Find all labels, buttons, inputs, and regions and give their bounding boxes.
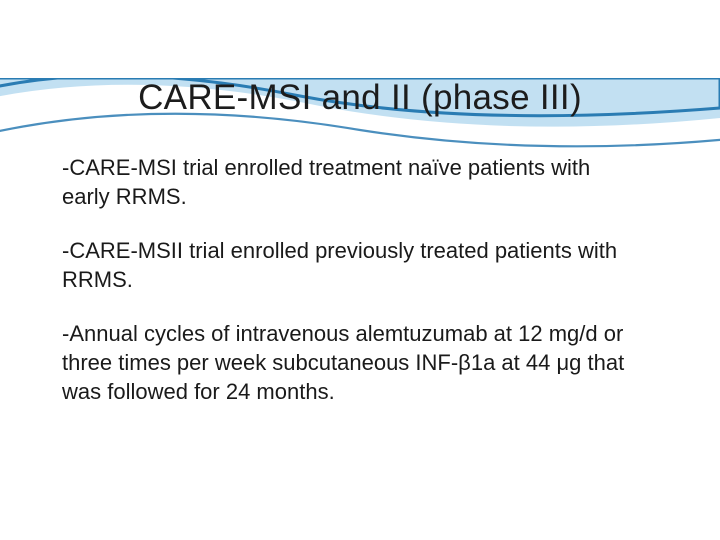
bullet-3: -Annual cycles of intravenous alemtuzuma… [62,320,642,406]
slide-title: CARE-MSI and II (phase III) [62,78,658,118]
bullet-2: -CARE-MSII trial enrolled previously tre… [62,237,642,294]
slide-content: CARE-MSI and II (phase III) -CARE-MSI tr… [0,78,720,406]
bullet-1: -CARE-MSI trial enrolled treatment naïve… [62,154,642,211]
